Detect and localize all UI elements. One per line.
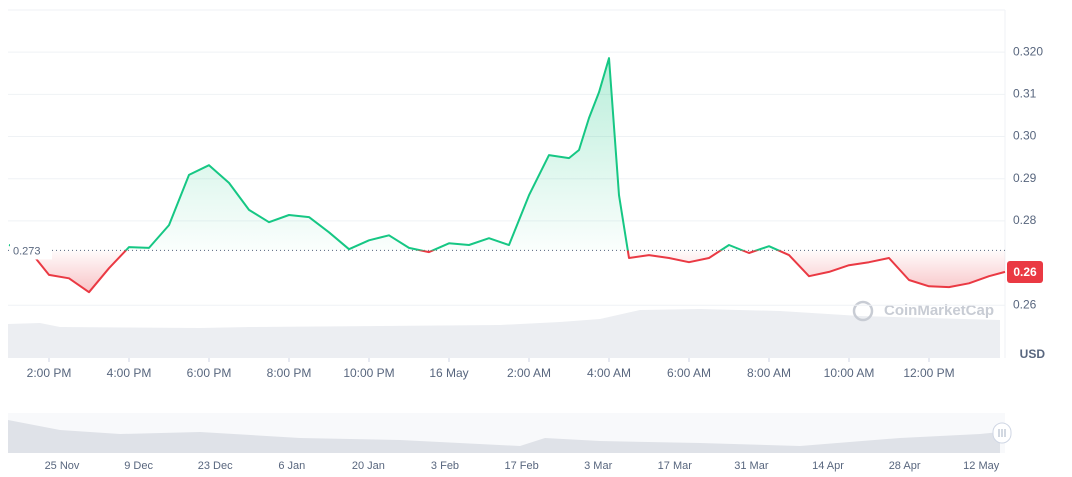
x-tick-label: 8:00 AM [747, 366, 791, 380]
x-tick-label: 4:00 PM [107, 366, 152, 380]
navigator-area [8, 420, 1000, 453]
volume-area [8, 309, 1000, 358]
navigator-label: 9 Dec [124, 460, 153, 472]
x-tick-label: 10:00 PM [343, 366, 394, 380]
price-area [9, 58, 1005, 293]
navigator-label: 20 Jan [352, 460, 385, 472]
y-tick-label: 0.320 [1013, 44, 1043, 58]
x-tick-label: 4:00 AM [587, 366, 631, 380]
y-tick-label: 0.29 [1013, 171, 1037, 185]
navigator-label: 3 Feb [431, 460, 459, 472]
y-tick-label: 0.31 [1013, 87, 1037, 101]
navigator-label: 25 Nov [45, 460, 80, 472]
x-tick-label: 10:00 AM [824, 366, 875, 380]
navigator-label: 17 Mar [658, 460, 693, 472]
navigator-label: 6 Jan [278, 460, 305, 472]
x-tick-label: 2:00 AM [507, 366, 551, 380]
y-tick-label: 0.26 [1013, 297, 1037, 311]
x-tick-label: 2:00 PM [27, 366, 72, 380]
current-price-label: 0.26 [1013, 265, 1037, 279]
navigator-label: 31 Mar [734, 460, 769, 472]
watermark: CoinMarketCap [852, 300, 994, 322]
x-tick-label: 8:00 PM [267, 366, 312, 380]
x-tick-label: 16 May [429, 366, 468, 380]
watermark-text: CoinMarketCap [884, 302, 994, 319]
x-tick-label: 6:00 PM [187, 366, 232, 380]
navigator-label: 12 May [963, 460, 1000, 472]
x-tick-label: 6:00 AM [667, 366, 711, 380]
reference-label: 0.273 [13, 245, 41, 257]
y-tick-label: 0.28 [1013, 213, 1037, 227]
price-line [8, 57, 1006, 294]
navigator-label: 28 Apr [889, 460, 921, 472]
current-price-badge [1007, 260, 1043, 283]
navigator-label: 23 Dec [198, 460, 233, 472]
y-tick-label: 0.30 [1013, 129, 1037, 143]
navigator-label: 17 Feb [504, 460, 538, 472]
x-tick-label: 12:00 PM [903, 366, 954, 380]
navigator-label: 14 Apr [812, 460, 844, 472]
navigator-label: 3 Mar [584, 460, 612, 472]
reference-label-box [10, 241, 52, 260]
currency-label: USD [1020, 347, 1046, 361]
